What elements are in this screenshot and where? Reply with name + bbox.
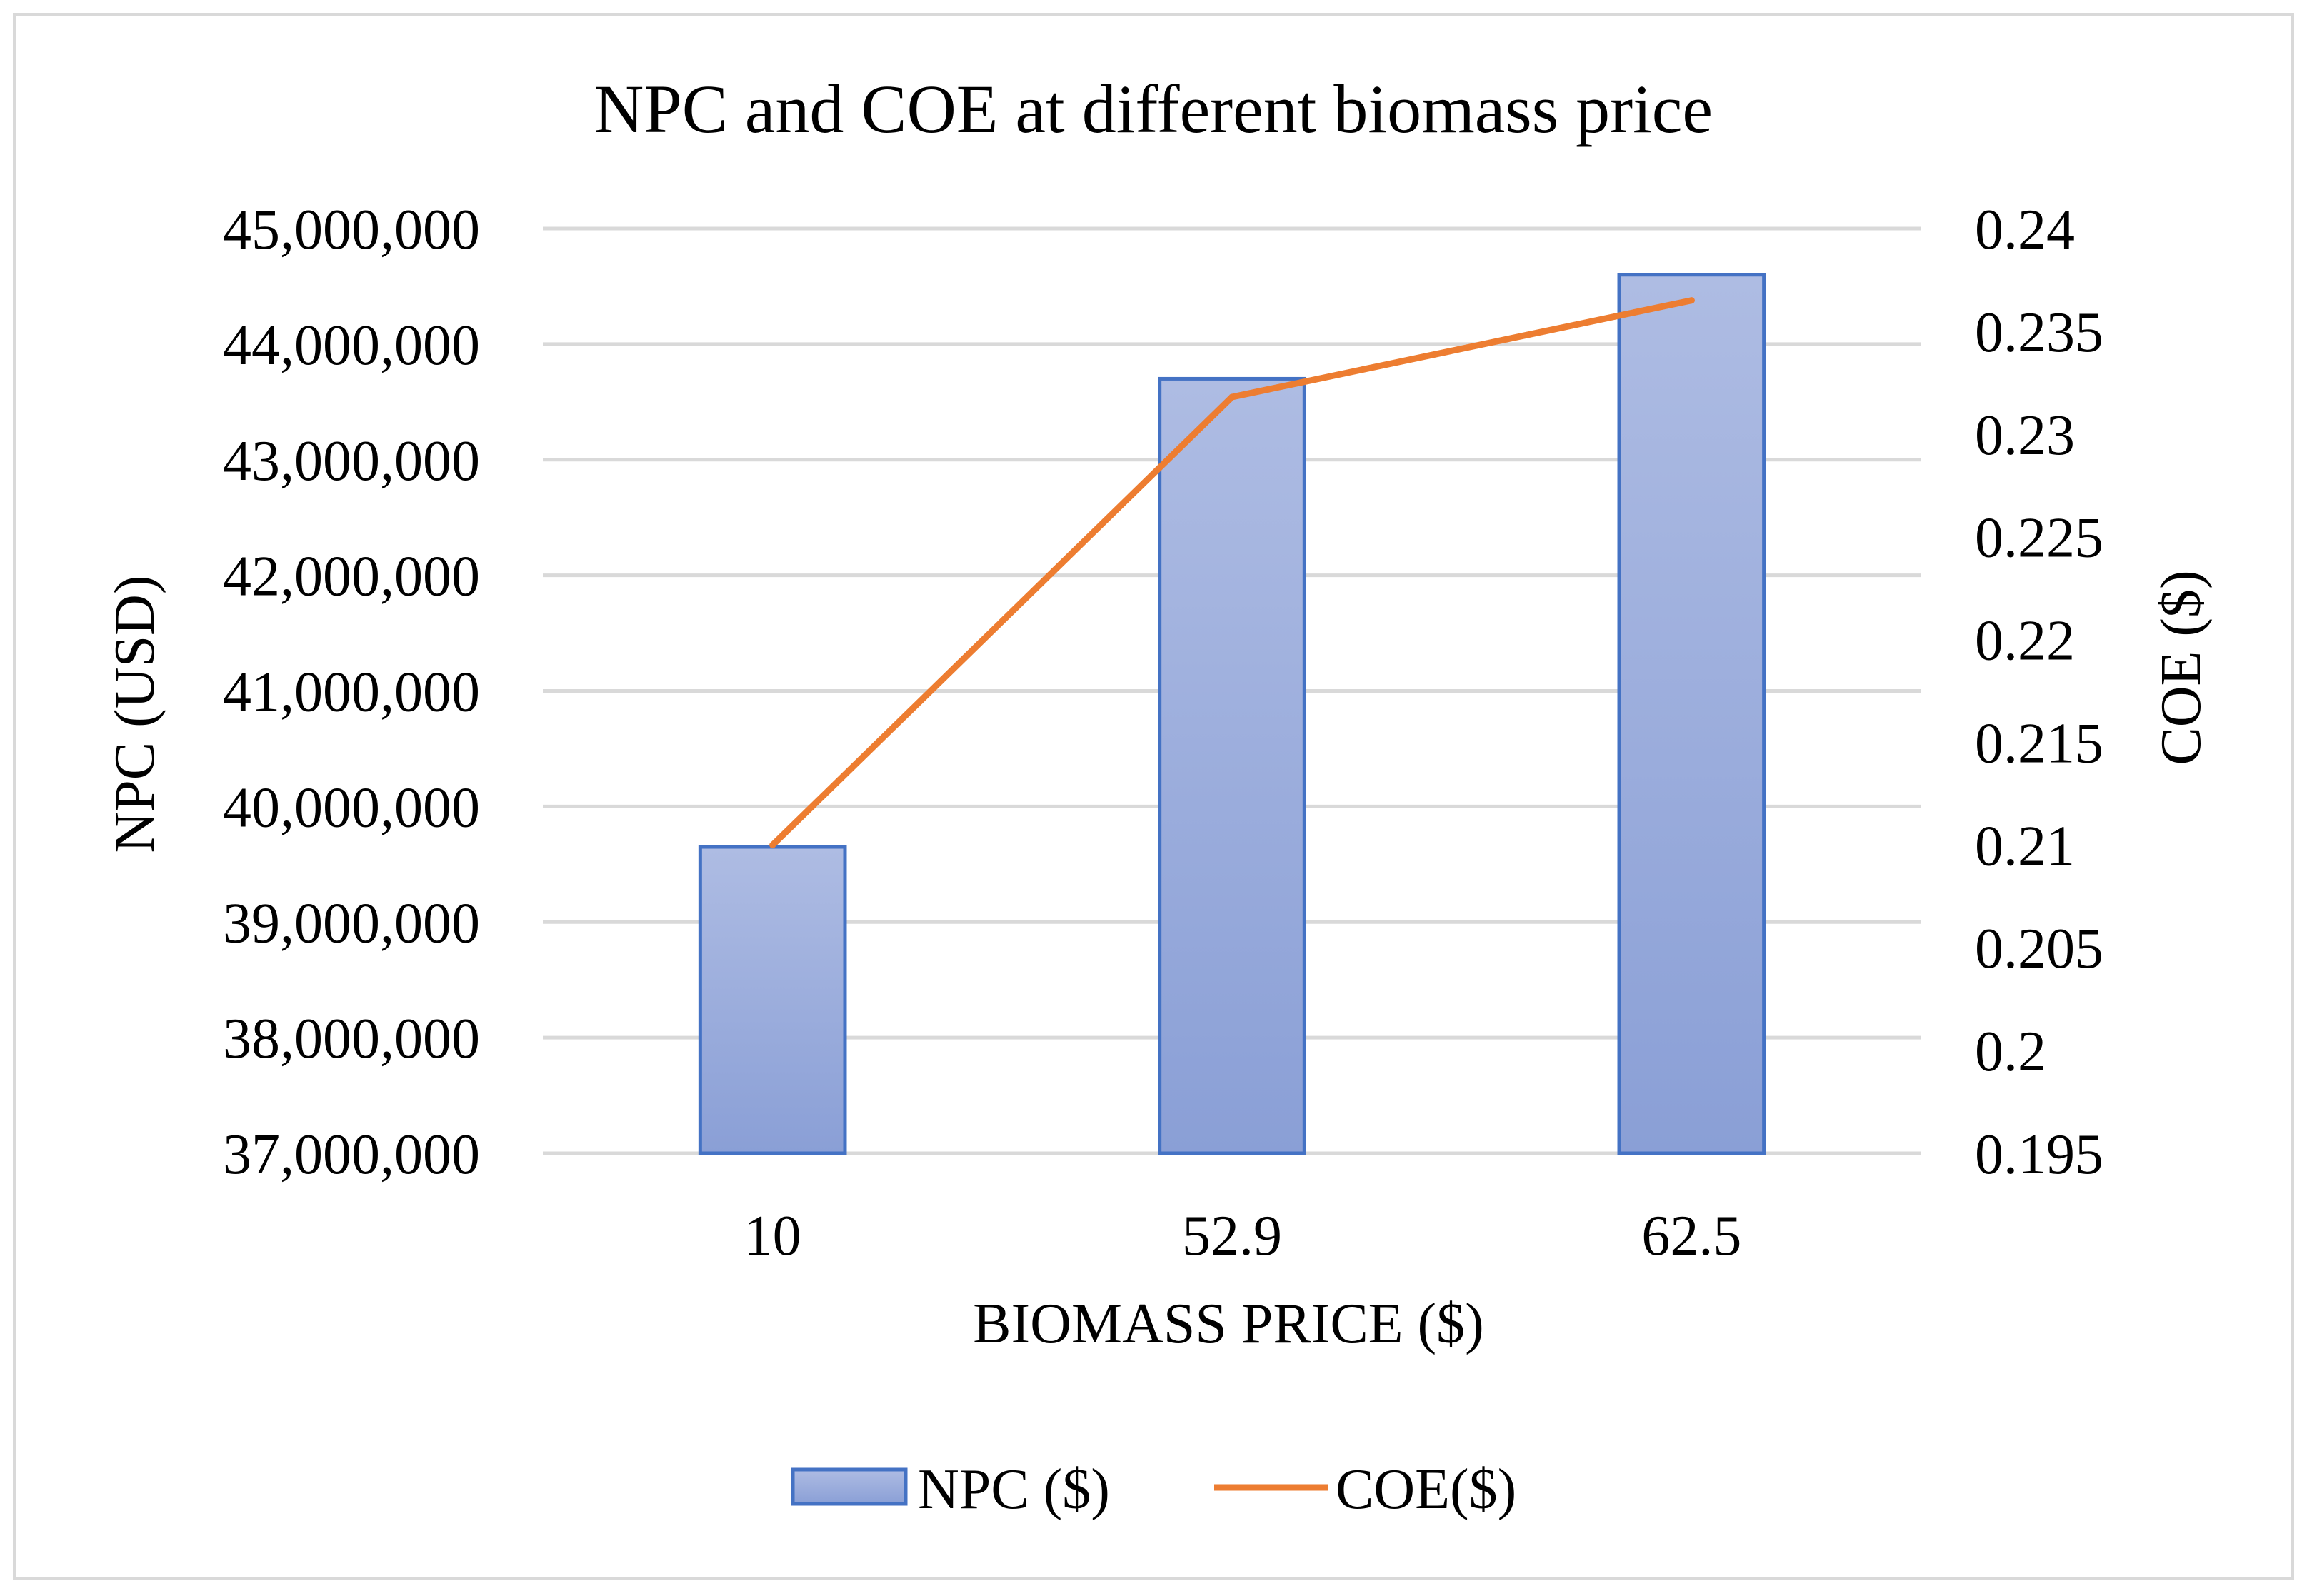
x-tick-label: 10 <box>744 1205 801 1268</box>
y-axis-label: NPC (USD) <box>104 576 166 853</box>
y2-tick-label: 0.215 <box>1975 712 2103 775</box>
y2-tick-label: 0.235 <box>1975 301 2103 364</box>
npc-bar <box>1617 273 1766 1155</box>
legend-npc-swatch <box>791 1467 908 1506</box>
x-tick-label: 52.9 <box>1182 1205 1282 1268</box>
y-tick-label: 40,000,000 <box>223 776 480 839</box>
y-tick-label: 44,000,000 <box>223 314 480 377</box>
y2-tick-label: 0.22 <box>1975 610 2075 673</box>
y2-tick-label: 0.2 <box>1975 1020 2046 1083</box>
x-tick-label: 62.5 <box>1641 1205 1741 1268</box>
legend-coe-label: COE($) <box>1336 1458 1516 1521</box>
chart-title: NPC and COE at different biomass price <box>594 71 1713 147</box>
y2-tick-label: 0.205 <box>1975 918 2103 980</box>
y-tick-label: 38,000,000 <box>223 1008 480 1070</box>
y-tick-label: 41,000,000 <box>223 661 480 724</box>
npc-bar <box>698 845 847 1155</box>
coe-point <box>1688 297 1695 304</box>
y2-tick-label: 0.21 <box>1975 815 2075 878</box>
coe-point <box>1228 393 1236 401</box>
x-axis-label: BIOMASS PRICE ($) <box>973 1293 1484 1355</box>
y-tick-label: 39,000,000 <box>223 892 480 955</box>
chart-border <box>13 13 2294 1580</box>
y2-tick-label: 0.225 <box>1975 507 2103 570</box>
x-axis-ticks: 10 52.9 62.5 <box>744 1205 1742 1268</box>
left-axis-ticks: 37,000,000 38,000,000 39,000,000 40,000,000… <box>223 199 480 1186</box>
y2-axis-label: COE ($) <box>2150 570 2213 765</box>
y2-tick-label: 0.195 <box>1975 1123 2103 1186</box>
npc-bars <box>698 273 1766 1155</box>
legend-npc-label: NPC ($) <box>918 1458 1110 1521</box>
y-tick-label: 42,000,000 <box>223 546 480 608</box>
legend: NPC ($) COE($) <box>791 1458 1516 1521</box>
coe-point <box>769 841 776 848</box>
y-tick-label: 45,000,000 <box>223 199 480 261</box>
npc-bar <box>1158 376 1306 1155</box>
coe-line-series <box>769 297 1695 848</box>
right-axis-ticks: 0.195 0.2 0.205 0.21 0.215 0.22 0.225 0.23 0.235… <box>1975 199 2103 1186</box>
y-tick-label: 37,000,000 <box>223 1123 480 1186</box>
y2-tick-label: 0.24 <box>1975 199 2075 261</box>
y-tick-label: 43,000,000 <box>223 430 480 493</box>
y2-tick-label: 0.23 <box>1975 404 2075 467</box>
